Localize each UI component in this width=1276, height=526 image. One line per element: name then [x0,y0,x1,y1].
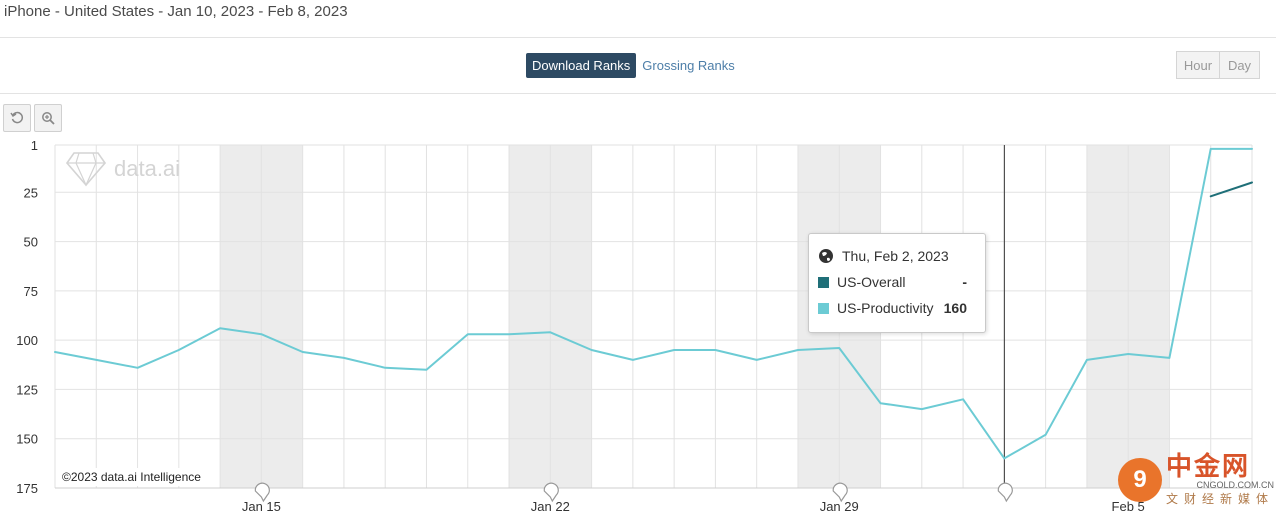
tooltip-series-value: - [962,274,967,290]
data-point [1044,433,1048,437]
data-point [1085,358,1089,362]
data-point [1209,194,1213,198]
annotation-marker-icon [543,482,559,503]
toolbar-divider [0,93,1276,94]
zoom-button[interactable] [34,104,62,132]
reset-icon [10,111,24,124]
tooltip-series-label: US-Overall [837,274,906,290]
data-point [1002,456,1006,460]
data-point [259,332,263,336]
reset-zoom-button[interactable] [3,104,31,132]
data-point [177,348,181,352]
chart-subtitle: iPhone - United States - Jan 10, 2023 - … [4,3,348,20]
corner-watermark-logo: 9 中金网 CNGOLD.COM.CN 文财经新媒体 [1118,452,1274,507]
data-point [631,358,635,362]
copyright-label: ©2023 data.ai Intelligence [58,468,205,486]
y-tick-label: 175 [16,481,38,496]
rank-type-toggle: Download Ranks Grossing Ranks [526,53,741,78]
data-point [755,358,759,362]
x-tick-label: Jan 29 [820,499,859,514]
data-point [301,350,305,354]
header-divider [0,37,1276,38]
annotation-marker-icon [832,482,848,503]
corner-logo-name: 中金网 [1166,451,1251,481]
data-point [1126,352,1130,356]
data-point [1209,147,1213,151]
data-point [136,366,140,370]
tooltip-series-label: US-Productivity [837,300,934,316]
x-tick-label: Jan 22 [531,499,570,514]
legend-swatch [818,276,829,288]
y-tick-label: 25 [24,185,38,200]
data-point [548,330,552,334]
hour-button[interactable]: Hour [1176,51,1220,79]
y-tick-label: 50 [24,235,38,250]
watermark: data.ai [66,151,180,187]
tooltip-row-productivity: US-Productivity 160 [818,300,976,316]
tooltip-date: Thu, Feb 2, 2023 [842,248,949,264]
tooltip-row-overall: US-Overall - [818,274,976,290]
corner-logo-slogan: 文财经新媒体 [1166,492,1275,506]
y-tick-label: 125 [16,382,38,397]
data-point [1167,356,1171,360]
data-point [383,366,387,370]
y-tick-label: 100 [16,333,38,348]
cngold-logo-icon: 9 [1118,457,1162,502]
data-point [713,348,717,352]
data-point [94,358,98,362]
data-point [961,397,965,401]
chart-tooltip: Thu, Feb 2, 2023 US-Overall - US-Product… [808,233,986,333]
granularity-toggle: Hour Day [1176,51,1260,79]
data-point [837,346,841,350]
watermark-text: data.ai [114,156,181,181]
legend-swatch [818,302,829,314]
diamond-logo-icon [66,152,106,187]
data-point [507,332,511,336]
annotation-marker-icon [997,482,1013,503]
data-point [466,332,470,336]
corner-logo-url: CNGOLD.COM.CN [1196,480,1275,490]
data-point [796,348,800,352]
series-line [54,147,1253,460]
data-point [218,326,222,330]
data-point [920,407,924,411]
data-point [53,350,57,354]
tooltip-date-row: Thu, Feb 2, 2023 [818,248,949,264]
tooltip-series-value: 160 [943,300,967,316]
data-point [342,356,346,360]
data-point [590,348,594,352]
y-tick-label: 75 [24,284,38,299]
grossing-ranks-button[interactable]: Grossing Ranks [636,53,740,78]
y-tick-label: 1 [31,138,38,153]
x-tick-label: Jan 15 [242,499,281,514]
data-point [672,348,676,352]
data-point [1250,147,1254,151]
data-point [879,401,883,405]
data-point [1250,180,1254,184]
series-line [1209,181,1253,198]
data-point [424,368,428,372]
annotation-marker-icon [254,482,270,503]
day-button[interactable]: Day [1220,51,1260,79]
chart-tools [3,104,62,132]
globe-icon [819,249,833,263]
y-tick-label: 150 [16,432,38,447]
download-ranks-button[interactable]: Download Ranks [526,53,637,78]
x-tick-label: Feb 5 [1112,499,1145,514]
zoom-icon [42,112,55,125]
